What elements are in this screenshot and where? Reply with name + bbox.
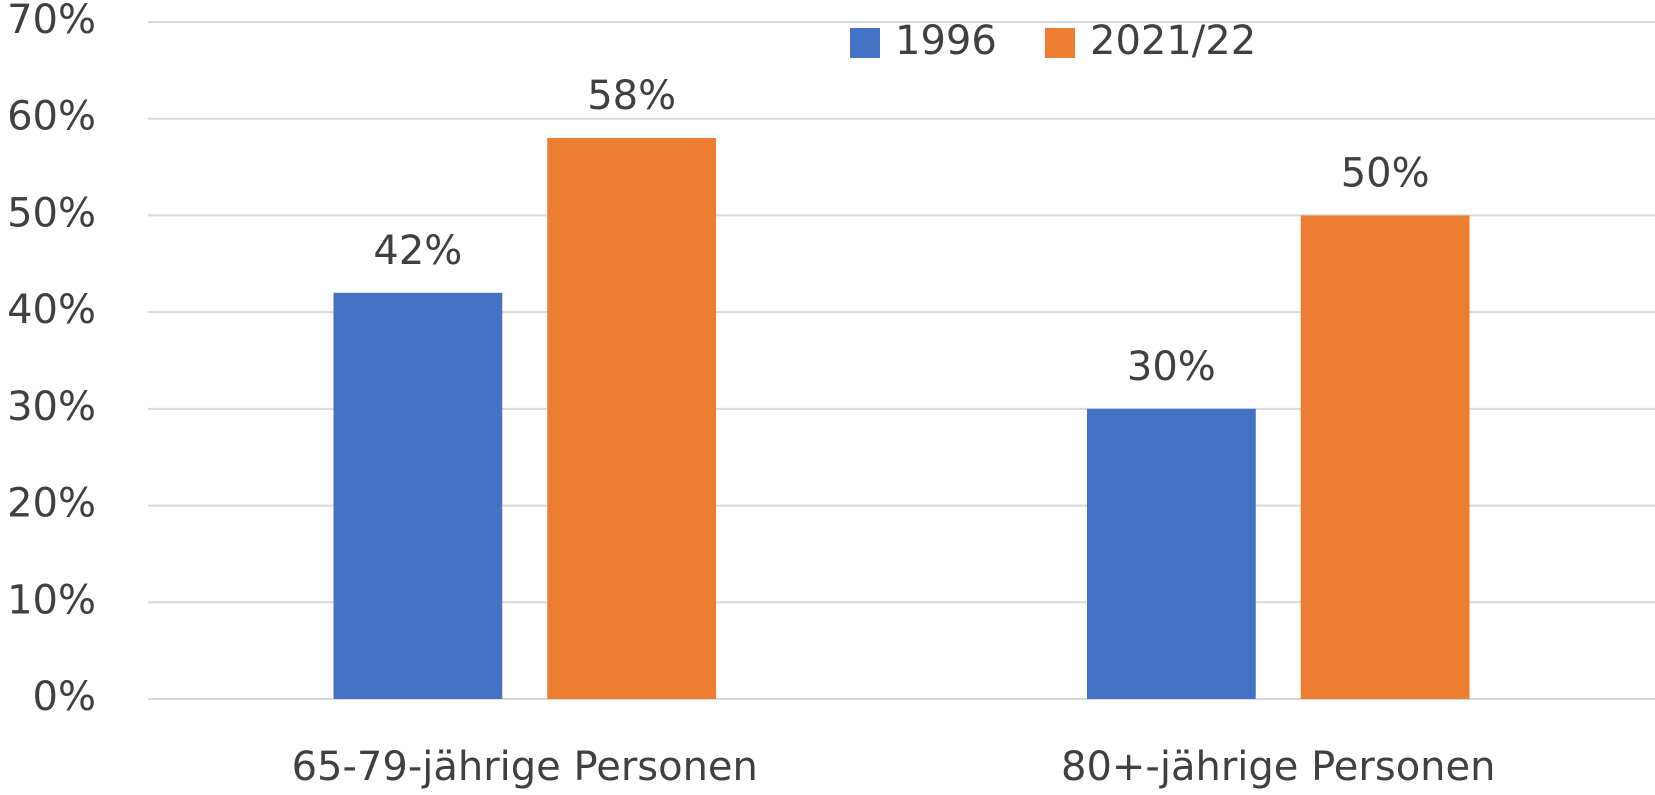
legend-label: 1996 — [895, 18, 997, 64]
bar — [1086, 408, 1256, 699]
y-tick-label: 20% — [7, 481, 96, 527]
data-label: 42% — [373, 228, 462, 274]
y-tick-label: 30% — [7, 384, 96, 430]
data-label: 58% — [587, 73, 676, 119]
legend-swatch — [850, 28, 880, 58]
bar — [333, 292, 503, 699]
y-tick-label: 0% — [33, 674, 96, 720]
y-tick-label: 50% — [7, 190, 96, 236]
data-label: 50% — [1341, 150, 1430, 196]
bar — [547, 138, 717, 700]
legend-swatch — [1045, 28, 1075, 58]
y-tick-label: 10% — [7, 577, 96, 623]
bar — [1300, 215, 1470, 699]
y-tick-label: 40% — [7, 287, 96, 333]
x-tick-label: 65-79-jährige Personen — [292, 744, 758, 790]
y-tick-label: 70% — [7, 0, 96, 43]
x-tick-label: 80+-jährige Personen — [1061, 744, 1495, 790]
y-tick-label: 60% — [7, 94, 96, 140]
legend-label: 2021/22 — [1090, 18, 1256, 64]
data-label: 30% — [1127, 344, 1216, 390]
